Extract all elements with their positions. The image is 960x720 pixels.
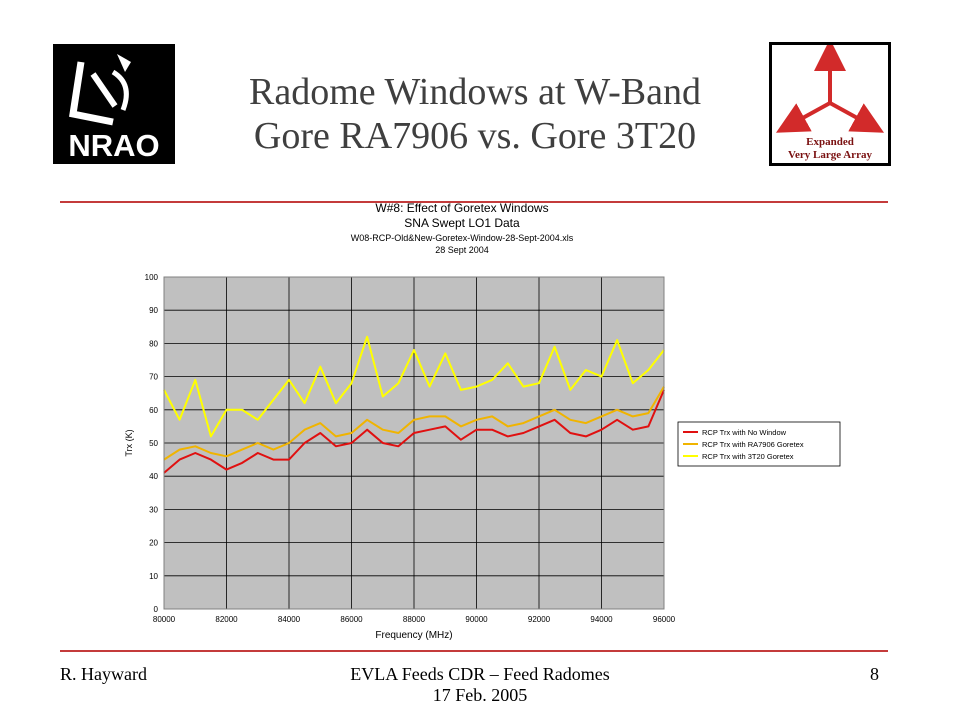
y-tick-label: 100 [145,273,159,282]
x-tick-label: 84000 [278,615,301,624]
legend-box [677,421,841,467]
x-axis-ticks: 80000 82000 84000 86000 88000 90000 92000 94000… [153,615,676,624]
series-line-2 [163,386,665,461]
x-tick-label: 88000 [403,615,426,624]
y-axis-ticks: 0 10 20 30 40 50 60 70 80 90 100 [145,273,159,614]
y-tick-label: 90 [149,306,158,315]
page-number: 8 [870,664,879,684]
trx-line-chart: W#8: Effect of Goretex Windows SNA Swept… [124,201,841,641]
y-tick-label: 60 [149,406,158,415]
legend-label: RCP Trx with 3T20 Goretex [702,452,794,461]
slide-title-line-1: Radome Windows at W-Band [249,71,701,113]
x-tick-label: 90000 [465,615,488,624]
footer-author: R. Hayward [60,664,147,684]
y-tick-label: 40 [149,472,158,481]
x-tick-label: 86000 [340,615,363,624]
bottom-divider [60,650,888,652]
x-tick-label: 80000 [153,615,176,624]
top-divider [60,201,888,203]
legend-label: RCP Trx with No Window [702,428,787,437]
y-axis-label: Trx (K) [124,429,134,456]
series-lines [163,335,665,474]
x-tick-label: 96000 [653,615,676,624]
legend-label: RCP Trx with RA7906 Goretex [702,440,804,449]
nrao-logo-text: NRAO [68,128,159,163]
footer-event: EVLA Feeds CDR – Feed Radomes [350,664,610,684]
legend: RCP Trx with No Window RCP Trx with RA790… [677,421,841,467]
y-tick-label: 10 [149,572,158,581]
chart-title: W#8: Effect of Goretex Windows SNA Swept… [351,201,574,255]
x-axis-label: Frequency (MHz) [375,630,452,641]
x-tick-label: 92000 [528,615,551,624]
y-tick-label: 20 [149,539,158,548]
evla-logo-text-2: Very Large Array [788,149,872,161]
evla-logo: Expanded Very Large Array [769,39,891,166]
nrao-logo: NRAO [53,44,175,164]
slide-title-line-2: Gore RA7906 vs. Gore 3T20 [253,115,697,157]
y-tick-label: 0 [154,605,159,614]
x-tick-label: 94000 [590,615,613,624]
chart-title-line-3: W08-RCP-Old&New-Goretex-Window-28-Sept-2… [351,233,574,243]
chart-title-line-2: SNA Swept LO1 Data [404,216,520,230]
chart-title-line-4: 28 Sept 2004 [435,245,489,255]
chart-title-line-1: W#8: Effect of Goretex Windows [375,201,548,215]
plot-frame [163,276,665,610]
footer-center: EVLA Feeds CDR – Feed Radomes 17 Feb. 20… [330,664,630,706]
evla-logo-text-1: Expanded [806,136,854,148]
y-tick-label: 70 [149,373,158,382]
y-tick-label: 80 [149,339,158,348]
y-tick-label: 50 [149,439,158,448]
x-tick-label: 82000 [215,615,238,624]
footer-date: 17 Feb. 2005 [432,685,528,705]
y-tick-label: 30 [149,505,158,514]
series-line-1 [163,389,665,474]
telescope-dish-shape [69,61,114,126]
series-line-3 [163,335,665,438]
